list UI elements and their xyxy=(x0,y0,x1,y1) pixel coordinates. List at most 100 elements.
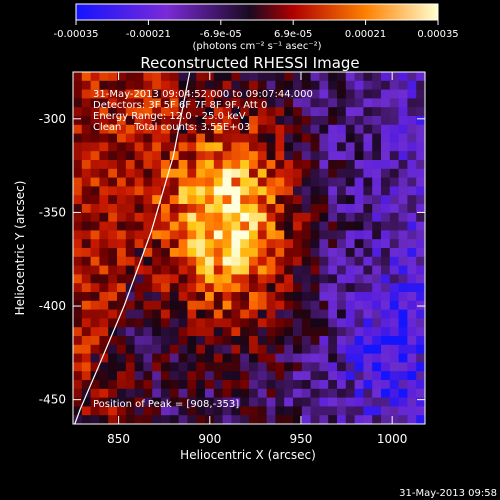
heat-cell xyxy=(99,256,109,267)
heat-cell xyxy=(222,160,232,170)
heat-cell xyxy=(161,221,171,231)
heat-cell xyxy=(310,380,320,390)
heat-cell xyxy=(152,204,162,214)
heat-cell xyxy=(117,300,127,311)
chart-title: Reconstructed RHESSI Image xyxy=(140,54,359,72)
heat-cell xyxy=(152,168,162,179)
heat-cell xyxy=(73,283,83,293)
heat-cell xyxy=(187,107,197,117)
heat-cell xyxy=(152,221,162,231)
heat-cell xyxy=(196,133,206,143)
heat-cell xyxy=(240,292,250,302)
heat-cell xyxy=(337,248,347,258)
heat-cell xyxy=(152,309,162,319)
heat-cell xyxy=(196,204,206,214)
heat-cell xyxy=(398,239,408,249)
heat-cell xyxy=(310,124,320,135)
heat-cell xyxy=(257,300,268,311)
heat-cell xyxy=(125,107,136,117)
heat-cell xyxy=(389,160,400,170)
heat-cell xyxy=(143,89,153,99)
heat-cell xyxy=(231,124,241,135)
heat-cell xyxy=(293,318,303,328)
heat-cell xyxy=(257,142,268,152)
heat-cell xyxy=(196,283,206,293)
heat-cell xyxy=(169,107,180,117)
heat-cell xyxy=(328,256,338,267)
heat-cell xyxy=(178,380,188,390)
heat-cell xyxy=(284,116,294,126)
heat-cell xyxy=(249,256,259,267)
heat-cell xyxy=(99,415,109,424)
heat-cell xyxy=(310,98,320,108)
heat-cell xyxy=(90,221,100,231)
heat-cell xyxy=(196,406,206,416)
heat-cell xyxy=(328,406,338,416)
heat-cell xyxy=(337,300,347,311)
heat-cell xyxy=(249,397,259,407)
heat-cell xyxy=(257,265,268,275)
heat-cell xyxy=(266,168,276,179)
heat-cell xyxy=(407,371,417,381)
heat-cell xyxy=(117,124,127,135)
heat-cell xyxy=(222,406,232,416)
heat-cell xyxy=(213,406,224,416)
heat-cell xyxy=(81,265,92,275)
heat-cell xyxy=(275,397,285,407)
heat-cell xyxy=(178,256,188,267)
x-axis-label: Heliocentric X (arcsec) xyxy=(180,448,316,462)
heat-cell xyxy=(301,195,312,205)
heat-cell xyxy=(73,177,83,187)
heat-cell xyxy=(178,230,188,240)
heat-cell xyxy=(354,415,364,424)
heat-cell xyxy=(398,327,408,337)
heat-cell xyxy=(381,292,391,302)
heat-cell xyxy=(169,327,180,337)
heat-cell xyxy=(266,204,276,214)
heat-cell xyxy=(81,353,92,363)
heat-cell xyxy=(301,160,312,170)
heat-cell xyxy=(345,239,356,249)
heat-cell xyxy=(161,168,171,179)
heat-cell xyxy=(178,177,188,187)
heat-cell xyxy=(108,406,118,416)
heat-cell xyxy=(337,221,347,231)
heat-cell xyxy=(213,212,224,223)
heat-cell xyxy=(178,292,188,302)
heat-cell xyxy=(231,195,241,205)
heat-cell xyxy=(178,80,188,91)
heat-cell xyxy=(222,292,232,302)
heat-cell xyxy=(134,406,144,416)
heat-cell xyxy=(354,133,364,143)
heat-cell xyxy=(134,221,144,231)
heat-cell xyxy=(310,318,320,328)
heat-cell xyxy=(275,230,285,240)
heat-cell xyxy=(240,230,250,240)
timestamp: 31-May-2013 09:58 xyxy=(399,488,497,499)
heat-cell xyxy=(275,204,285,214)
heat-cell xyxy=(284,230,294,240)
heat-cell xyxy=(152,353,162,363)
heat-cell xyxy=(134,239,144,249)
heat-cell xyxy=(99,168,109,179)
heat-cell xyxy=(275,142,285,152)
heat-cell xyxy=(73,292,83,302)
heat-cell xyxy=(169,89,180,99)
heat-cell xyxy=(73,309,83,319)
heat-cell xyxy=(301,221,312,231)
heat-cell xyxy=(161,230,171,240)
heat-cell xyxy=(249,212,259,223)
heat-cell xyxy=(117,230,127,240)
heat-cell xyxy=(275,72,285,82)
heat-cell xyxy=(81,239,92,249)
heat-cell xyxy=(187,160,197,170)
heat-cell xyxy=(99,344,109,355)
heat-cell xyxy=(196,239,206,249)
heat-cell xyxy=(301,274,312,284)
heat-cell xyxy=(416,124,425,135)
heat-cell xyxy=(152,415,162,424)
heat-cell xyxy=(398,221,408,231)
heat-cell xyxy=(240,98,250,108)
heat-cell xyxy=(196,72,206,82)
heat-cell xyxy=(231,204,241,214)
